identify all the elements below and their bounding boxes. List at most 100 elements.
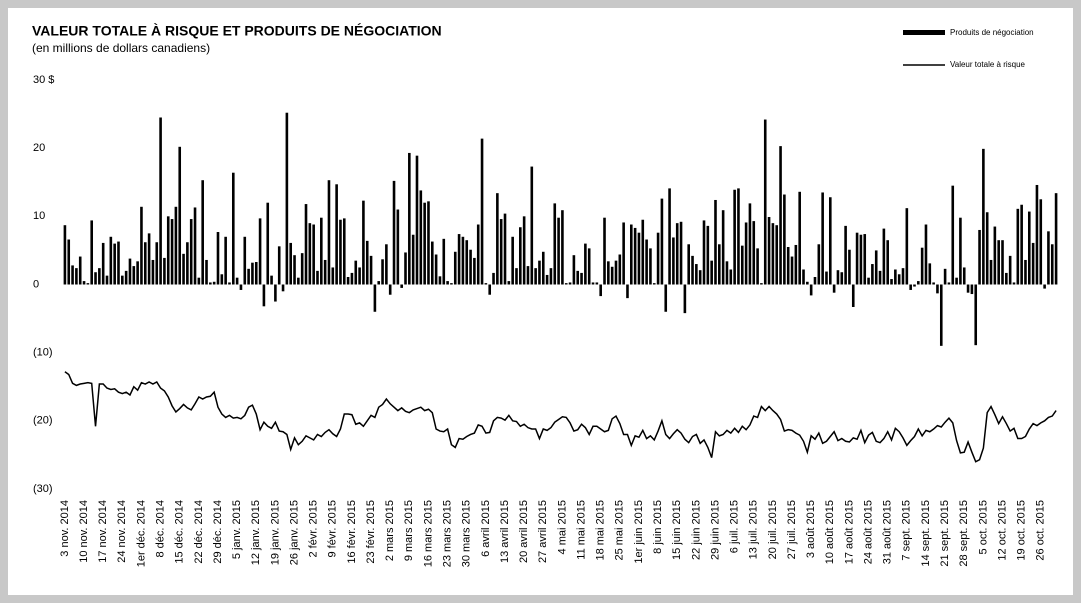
bar bbox=[844, 225, 847, 285]
bar bbox=[442, 238, 446, 285]
bar bbox=[1039, 199, 1043, 285]
x-tick-label: 24 août 2015 bbox=[862, 500, 874, 564]
x-tick-label: 8 déc. 2014 bbox=[154, 500, 166, 558]
bar bbox=[878, 270, 882, 285]
x-tick-label: 19 oct. 2015 bbox=[1016, 500, 1028, 561]
bar bbox=[335, 184, 338, 285]
bar bbox=[419, 190, 423, 285]
x-tick-label: 29 juin 2015 bbox=[709, 500, 721, 560]
bar bbox=[289, 242, 293, 285]
bar bbox=[1016, 208, 1020, 285]
bar bbox=[725, 261, 729, 285]
bar bbox=[522, 216, 526, 285]
bar bbox=[882, 228, 886, 285]
bar bbox=[668, 188, 671, 285]
bar bbox=[798, 191, 801, 285]
bar bbox=[890, 279, 893, 285]
bar bbox=[763, 119, 767, 285]
bar bbox=[541, 251, 545, 285]
x-tick-label: 10 août 2015 bbox=[824, 500, 836, 564]
bar bbox=[664, 284, 668, 312]
bar bbox=[675, 223, 679, 285]
legend-label: Valeur totale à risque bbox=[950, 60, 1026, 69]
bar bbox=[855, 232, 859, 285]
bar bbox=[423, 202, 426, 285]
bar bbox=[251, 262, 254, 285]
bar bbox=[174, 206, 178, 285]
x-tick-label: 21 sept. 2015 bbox=[939, 500, 951, 567]
bar bbox=[526, 266, 530, 285]
bar bbox=[235, 277, 239, 285]
bar bbox=[243, 236, 247, 285]
bar bbox=[63, 225, 67, 285]
bar bbox=[687, 244, 691, 285]
x-tick-label: 14 sept. 2015 bbox=[920, 500, 932, 567]
x-tick-label: 8 juin 2015 bbox=[652, 500, 664, 554]
bar bbox=[534, 268, 537, 285]
bar bbox=[603, 217, 606, 285]
bar bbox=[316, 270, 319, 285]
bar bbox=[212, 281, 216, 285]
y-tick-label: 30 $ bbox=[33, 74, 54, 86]
bar bbox=[951, 185, 955, 285]
bar bbox=[373, 284, 377, 312]
bar bbox=[538, 260, 541, 285]
x-tick-label: 15 déc. 2014 bbox=[174, 500, 186, 564]
bar bbox=[966, 284, 970, 293]
bar bbox=[140, 206, 143, 285]
bar bbox=[874, 250, 878, 285]
bar bbox=[113, 243, 116, 285]
bar bbox=[488, 284, 492, 295]
x-tick-label: 17 nov. 2014 bbox=[97, 500, 109, 563]
bar bbox=[492, 272, 495, 285]
x-tick-label: 1er juin 2015 bbox=[633, 500, 645, 564]
bar bbox=[905, 208, 909, 285]
bar bbox=[863, 234, 867, 285]
bar bbox=[859, 234, 863, 285]
x-tick-label: 3 août 2015 bbox=[805, 500, 817, 558]
bar bbox=[281, 284, 285, 292]
bar bbox=[733, 189, 736, 285]
bar bbox=[354, 260, 358, 285]
x-tick-label: 9 févr. 2015 bbox=[327, 500, 339, 558]
bar bbox=[484, 283, 488, 285]
bar bbox=[155, 242, 159, 285]
bar bbox=[446, 281, 449, 285]
bar bbox=[170, 219, 174, 285]
bar bbox=[430, 241, 434, 285]
bar bbox=[346, 277, 350, 285]
x-tick-label: 1er déc. 2014 bbox=[135, 500, 147, 567]
y-tick-label: (10) bbox=[33, 347, 53, 359]
bar bbox=[163, 257, 166, 285]
x-tick-label: 16 mars 2015 bbox=[422, 500, 434, 567]
bar bbox=[151, 259, 155, 285]
bar bbox=[377, 281, 381, 285]
bar bbox=[557, 217, 560, 285]
bar bbox=[507, 281, 511, 285]
bar bbox=[1024, 259, 1027, 285]
x-tick-label: 12 janv. 2015 bbox=[250, 500, 262, 565]
bar bbox=[1008, 255, 1012, 285]
x-tick-label: 11 mai 2015 bbox=[575, 500, 587, 560]
bar bbox=[473, 257, 476, 285]
bar bbox=[388, 284, 392, 295]
bar bbox=[209, 282, 212, 285]
bar bbox=[75, 268, 78, 285]
bar bbox=[978, 229, 981, 285]
x-tick-label: 13 avril 2015 bbox=[499, 500, 511, 563]
bar bbox=[997, 240, 1000, 285]
bar bbox=[721, 210, 725, 285]
x-tick-label: 3 nov. 2014 bbox=[59, 500, 71, 557]
bar bbox=[614, 260, 618, 285]
bar bbox=[193, 207, 197, 285]
bar bbox=[962, 267, 966, 285]
x-tick-label: 24 nov. 2014 bbox=[116, 500, 128, 563]
bar bbox=[331, 267, 335, 285]
x-tick-label: 22 juin 2015 bbox=[690, 500, 702, 560]
bar bbox=[783, 194, 786, 285]
bar bbox=[297, 277, 300, 285]
x-tick-label: 6 avril 2015 bbox=[480, 500, 492, 557]
bar bbox=[94, 272, 97, 285]
bar bbox=[553, 203, 557, 285]
